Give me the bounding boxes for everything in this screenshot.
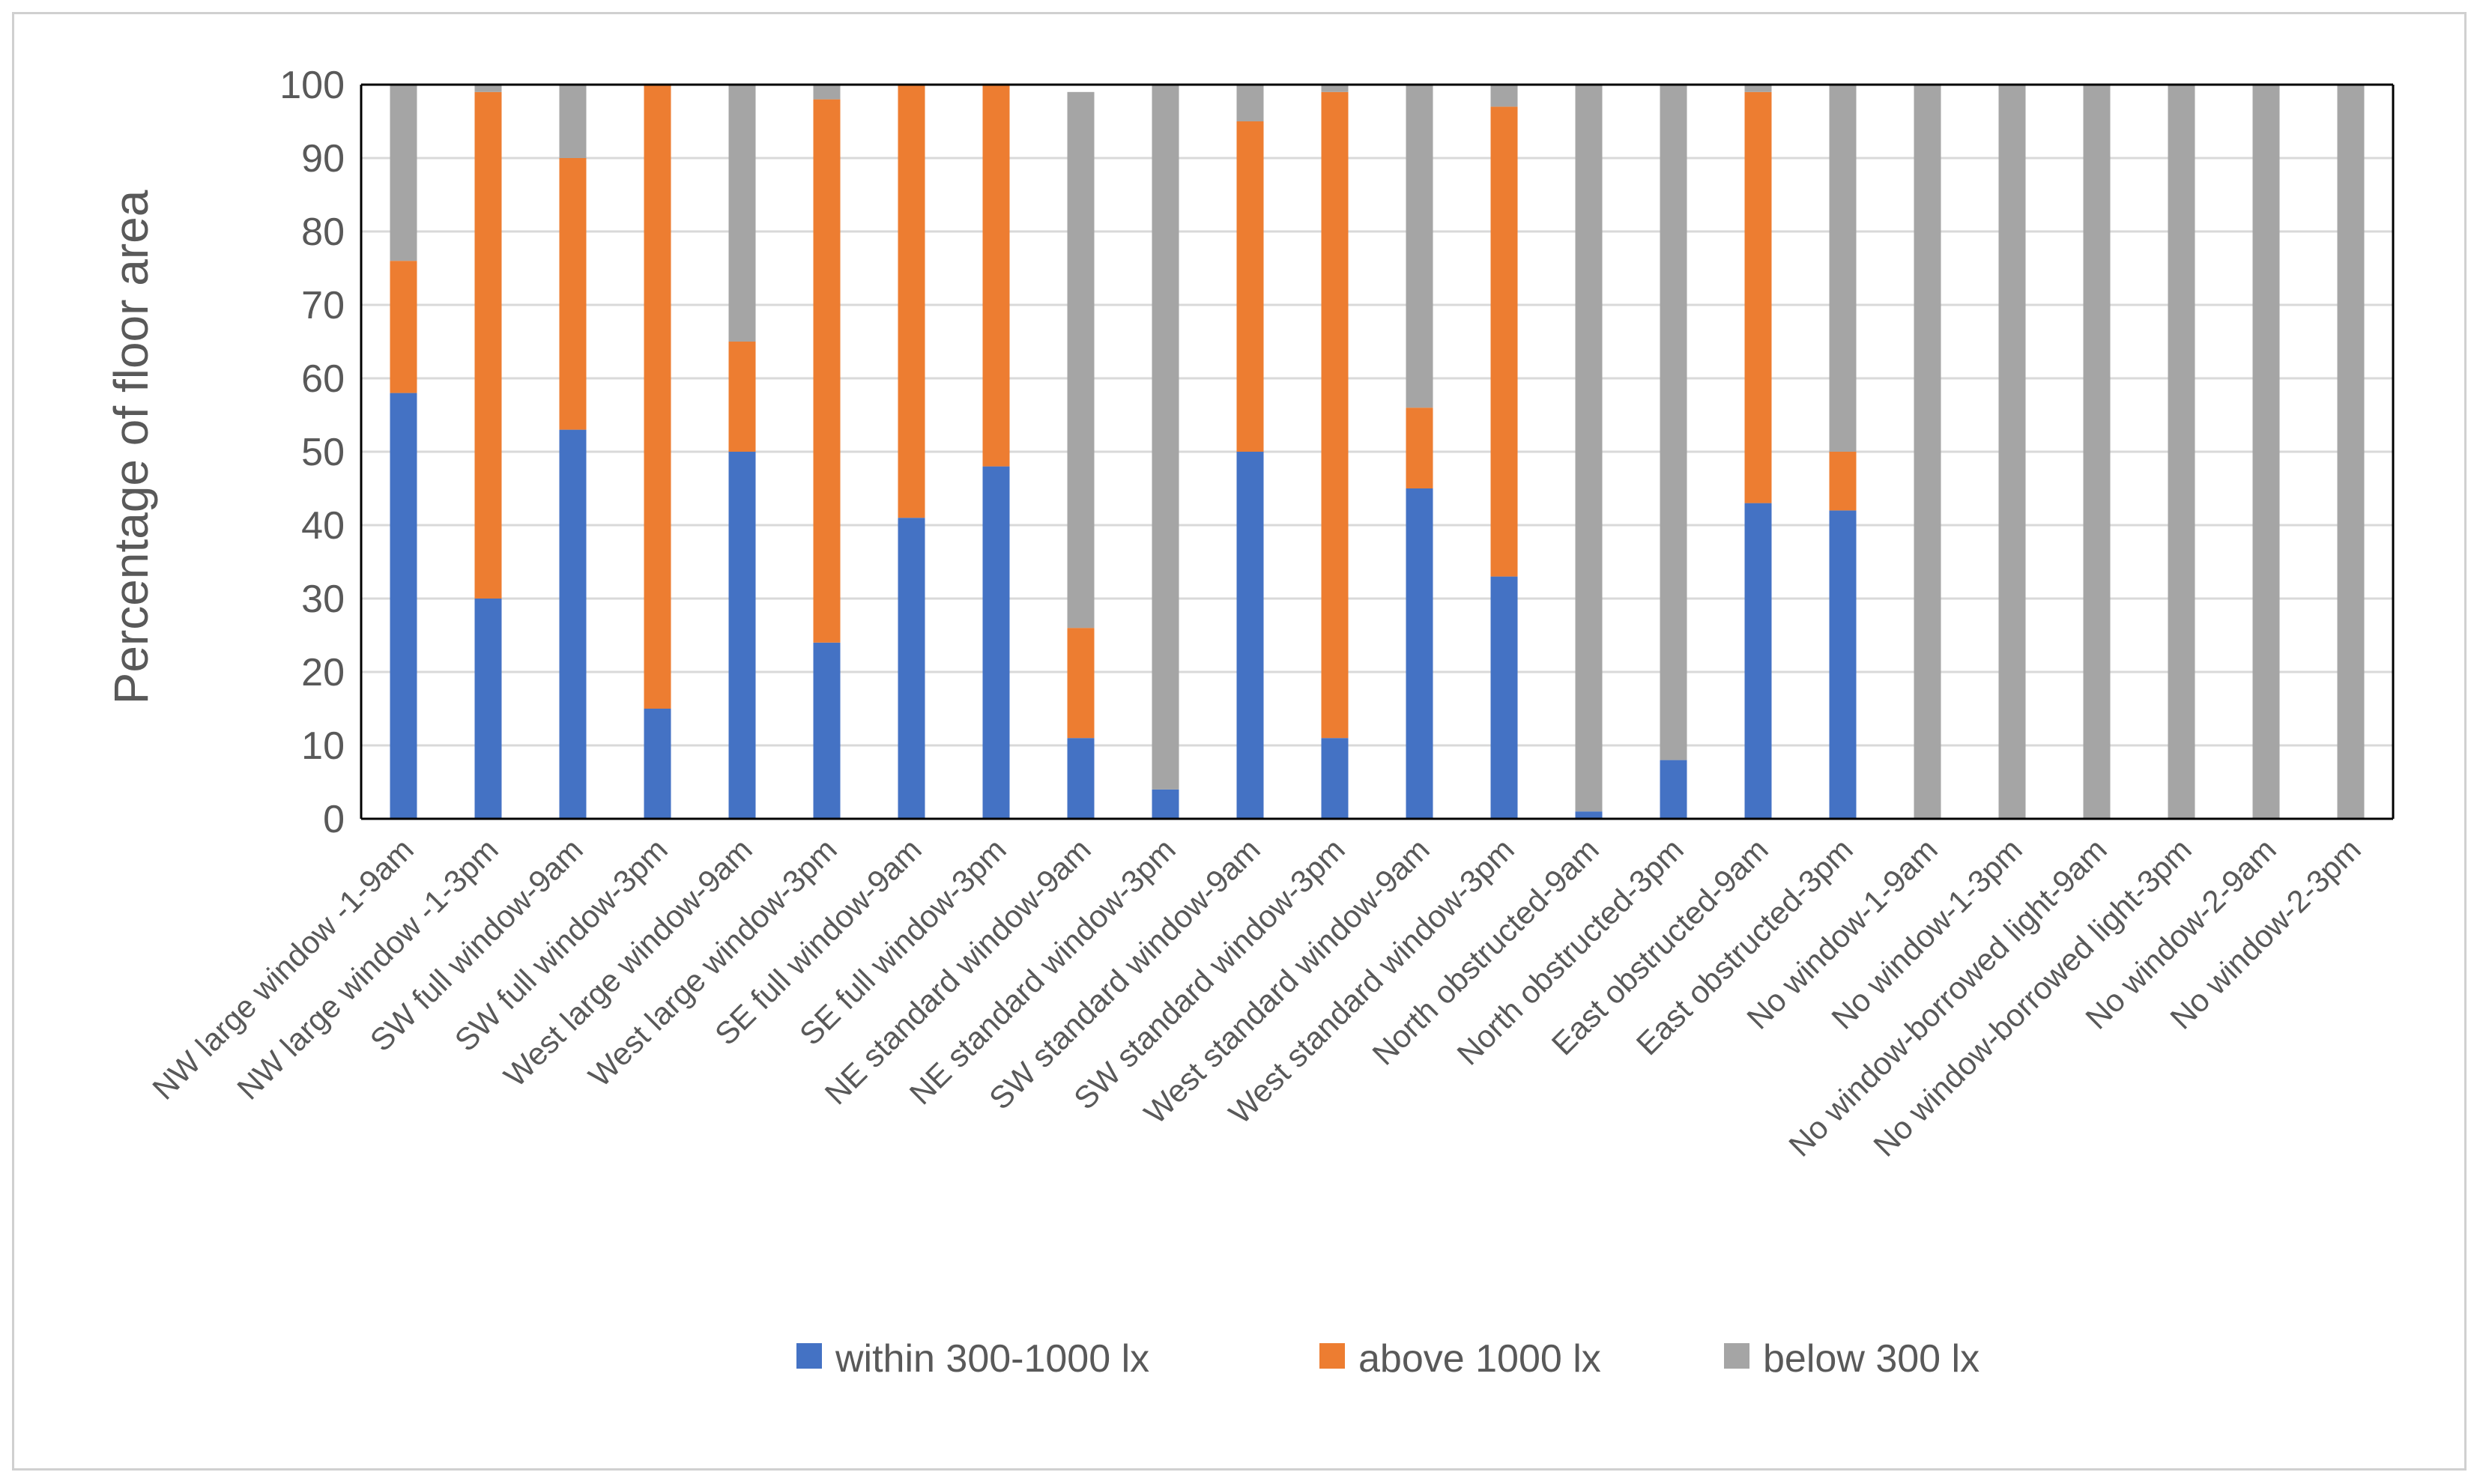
bar-segment: [644, 709, 671, 819]
y-tick-label: 10: [301, 724, 345, 768]
bar-segment: [728, 85, 756, 342]
legend-item: below 300 lx: [1724, 1337, 1980, 1381]
bar-segment: [1490, 85, 1518, 107]
bar-segment: [1744, 91, 1772, 503]
bar-segment: [390, 261, 417, 393]
bar-segment: [644, 85, 671, 709]
y-tick-label: 70: [301, 284, 345, 327]
stacked-bar-chart: 0 10 20 30 40 50 60 70 80 90 100 NW large window -…: [104, 64, 2395, 1381]
legend-swatch: [1319, 1343, 1345, 1369]
legend-label: above 1000 lx: [1358, 1337, 1601, 1381]
bar-segment: [474, 599, 502, 819]
chart-frame: 0 10 20 30 40 50 60 70 80 90 100 NW large window -…: [12, 12, 2467, 1471]
bar-segment: [1152, 789, 1179, 819]
bar-segment: [474, 91, 502, 599]
bar-segment: [1490, 576, 1518, 819]
bar-segment: [1998, 85, 2026, 819]
bar-segment: [1067, 738, 1095, 819]
bar-segment: [1067, 628, 1095, 739]
bar-segment: [559, 429, 587, 819]
bar-segment: [1744, 85, 1772, 92]
bar-segment: [1490, 106, 1518, 577]
y-tick-label: 90: [301, 137, 345, 181]
bar-segment: [559, 85, 587, 158]
bar-segment: [2252, 85, 2280, 819]
bar-segment: [1236, 85, 1264, 121]
bar-segment: [2168, 85, 2195, 819]
bar-segment: [728, 342, 756, 452]
bar-segment: [813, 85, 841, 100]
bar-segment: [1406, 85, 1433, 408]
y-tick-label: 50: [301, 431, 345, 474]
bar-segment: [898, 518, 925, 819]
bar-segment: [1744, 503, 1772, 819]
legend-item: within 300-1000 lx: [796, 1337, 1149, 1381]
y-tick-label: 30: [301, 578, 345, 621]
bar-segment: [390, 393, 417, 819]
bar-segment: [728, 452, 756, 819]
y-tick-label: 80: [301, 211, 345, 254]
bar-segment: [1660, 760, 1687, 819]
bar-segment: [1829, 452, 1857, 511]
bar-segment: [1067, 91, 1095, 629]
y-tick-label: 20: [301, 651, 345, 694]
legend-swatch: [1724, 1343, 1749, 1369]
bar-segment: [474, 85, 502, 92]
bar-segment: [1321, 85, 1349, 92]
bar-segment: [1406, 488, 1433, 819]
legend-item: above 1000 lx: [1319, 1337, 1601, 1381]
bar-segment: [1152, 85, 1179, 790]
bar-segment: [982, 85, 1010, 467]
bar-segment: [1236, 452, 1264, 819]
bar-segment: [2337, 85, 2365, 819]
bar-segment: [1829, 510, 1857, 819]
bar-segment: [1914, 85, 1941, 819]
y-tick-label: 100: [279, 64, 345, 107]
bar-segment: [1829, 85, 1857, 452]
y-tick-labels: 0 10 20 30 40 50 60 70 80 90 100: [279, 64, 345, 841]
y-tick-label: 60: [301, 357, 345, 401]
legend-swatch: [796, 1343, 822, 1369]
y-tick-label: 40: [301, 504, 345, 548]
bar-segment: [982, 466, 1010, 819]
bar-segment: [2083, 85, 2111, 819]
bar-segment: [1236, 121, 1264, 452]
bar-segment: [390, 85, 417, 261]
y-tick-label: 0: [323, 798, 345, 841]
legend: within 300-1000 lx above 1000 lx below 300…: [796, 1337, 1980, 1381]
bar-segment: [1406, 408, 1433, 488]
bar-segment: [1321, 91, 1349, 739]
legend-label: below 300 lx: [1763, 1337, 1980, 1381]
bar-segment: [1321, 738, 1349, 819]
bar-segment: [1660, 85, 1687, 760]
bars: [390, 85, 2365, 819]
bar-segment: [1575, 811, 1603, 819]
bar-segment: [898, 85, 925, 518]
y-axis-title: Percentage of floor area: [104, 190, 158, 704]
bar-segment: [813, 642, 841, 819]
axes: [360, 83, 2395, 820]
bar-segment: [1575, 85, 1603, 812]
bar-segment: [559, 158, 587, 430]
legend-label: within 300-1000 lx: [835, 1337, 1149, 1381]
bar-segment: [813, 99, 841, 643]
